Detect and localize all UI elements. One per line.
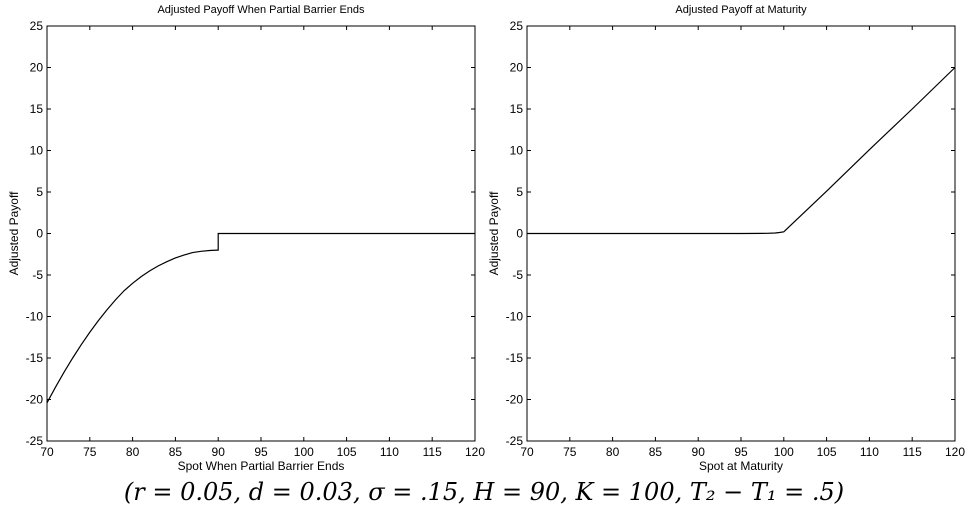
x-tick-label: 75 — [83, 445, 97, 459]
figure-caption: (r = 0.05, d = 0.03, σ = .15, H = 90, K … — [123, 478, 845, 506]
y-tick-label: -5 — [512, 268, 523, 282]
series-line — [46, 232, 475, 404]
x-tick-label: 105 — [817, 445, 837, 459]
x-tick-label: 100 — [774, 445, 794, 459]
y-tick-label: 10 — [510, 144, 524, 158]
x-axis-label: Spot When Partial Barrier Ends — [178, 459, 345, 473]
x-tick-label: 85 — [169, 445, 183, 459]
x-tick-label: 120 — [465, 445, 485, 459]
x-tick-label: 95 — [254, 445, 268, 459]
y-tick-label: -10 — [506, 310, 524, 324]
y-tick-label: 0 — [516, 227, 523, 241]
y-tick-label: -20 — [506, 393, 524, 407]
y-tick-label: 15 — [30, 102, 44, 116]
y-tick-label: 15 — [510, 102, 524, 116]
y-tick-label: -5 — [32, 268, 43, 282]
x-tick-label: 70 — [40, 445, 54, 459]
y-tick-label: 5 — [516, 185, 523, 199]
y-tick-label: -15 — [26, 351, 44, 365]
x-tick-label: 95 — [734, 445, 748, 459]
x-tick-label: 75 — [563, 445, 577, 459]
y-tick-label: -25 — [506, 434, 524, 448]
x-tick-label: 110 — [380, 445, 399, 459]
chart-left: 70 75 80 85 90 95 100 105 110 115 120-25-20-15-10-… — [7, 4, 485, 473]
x-tick-label: 70 — [520, 445, 534, 459]
x-tick-label: 100 — [294, 445, 314, 459]
x-tick-label: 80 — [606, 445, 620, 459]
chart-right: 70 75 80 85 90 95 100 105 110 115 120-25-20-15-10-… — [487, 4, 965, 473]
x-tick-label: 115 — [423, 445, 442, 459]
y-tick-label: -20 — [26, 393, 44, 407]
x-tick-label: 80 — [126, 445, 140, 459]
x-tick-label: 105 — [337, 445, 357, 459]
x-tick-label: 90 — [692, 445, 706, 459]
y-tick-label: 25 — [510, 19, 524, 33]
y-tick-label: 20 — [510, 61, 524, 75]
y-tick-label: 20 — [30, 61, 44, 75]
y-tick-label: -25 — [26, 434, 44, 448]
chart-title: Adjusted Payoff When Partial Barrier End… — [157, 4, 365, 16]
y-axis-label: Adjusted Payoff — [487, 191, 501, 276]
y-tick-label: -15 — [506, 351, 524, 365]
series-line — [527, 67, 956, 235]
x-axis-label: Spot at Maturity — [699, 459, 783, 473]
x-tick-label: 115 — [903, 445, 922, 459]
x-tick-label: 110 — [860, 445, 879, 459]
y-tick-label: 10 — [30, 144, 44, 158]
y-axis-label: Adjusted Payoff — [7, 191, 21, 276]
y-tick-label: 25 — [30, 19, 44, 33]
y-tick-label: 0 — [36, 227, 43, 241]
x-tick-label: 85 — [649, 445, 663, 459]
x-tick-label: 90 — [212, 445, 226, 459]
y-tick-label: -10 — [26, 310, 44, 324]
chart-title: Adjusted Payoff at Maturity — [675, 4, 807, 16]
y-tick-label: 5 — [36, 185, 43, 199]
x-tick-label: 120 — [945, 445, 965, 459]
